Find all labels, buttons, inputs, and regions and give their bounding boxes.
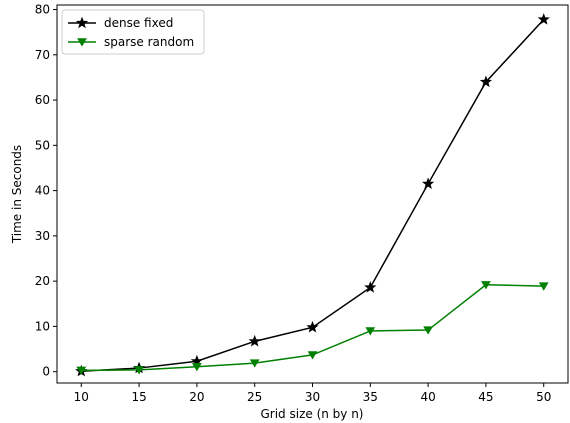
plot-background	[57, 5, 568, 383]
y-tick-label: 20	[35, 274, 50, 288]
data-point-dense-fixed	[537, 13, 550, 25]
data-point-sparse-random	[365, 327, 376, 336]
data-point-sparse-random	[134, 366, 144, 375]
y-tick-label: 0	[42, 365, 50, 379]
legend-marker-dense-fixed	[75, 16, 89, 29]
x-tick-label: 10	[74, 390, 89, 404]
data-point-dense-fixed	[364, 281, 377, 293]
x-tick-label: 50	[536, 390, 551, 404]
x-tick-label: 30	[305, 390, 320, 404]
y-axis: 0 10 20 30 40 50 60 70 80	[35, 3, 57, 379]
data-point-dense-fixed	[248, 334, 261, 347]
data-point-sparse-random	[192, 363, 202, 372]
x-tick-label: 25	[247, 390, 262, 404]
x-axis-label: Grid size (n by n)	[260, 407, 363, 421]
series-layer	[75, 13, 550, 377]
y-tick-label: 10	[35, 319, 50, 333]
x-tick-label: 15	[131, 390, 146, 404]
data-point-dense-fixed	[306, 320, 319, 333]
y-tick-label: 80	[35, 3, 50, 17]
y-tick-label: 60	[35, 93, 50, 107]
data-point-sparse-random	[481, 281, 491, 290]
y-axis-label: Time in Seconds	[10, 145, 24, 244]
data-point-sparse-random	[307, 351, 318, 360]
y-tick-label: 30	[35, 229, 50, 243]
legend-label-dense-fixed: dense fixed	[104, 16, 173, 30]
data-point-dense-fixed	[422, 177, 435, 190]
legend: dense fixed sparse random	[61, 9, 205, 55]
y-tick-label: 70	[35, 48, 50, 62]
x-tick-label: 40	[420, 390, 435, 404]
x-tick-label: 35	[363, 390, 378, 404]
y-tick-label: 40	[35, 184, 50, 198]
legend-marker-sparse-random	[77, 38, 87, 47]
legend-label-sparse-random: sparse random	[104, 35, 194, 49]
x-axis: 10 15 20 25 30 35 40 45 50	[74, 383, 551, 404]
x-tick-label: 20	[189, 390, 204, 404]
legend-box	[61, 9, 205, 55]
data-point-sparse-random	[423, 326, 433, 335]
y-tick-label: 50	[35, 138, 50, 152]
data-point-sparse-random	[76, 366, 87, 375]
x-tick-label: 45	[478, 390, 493, 404]
data-point-sparse-random	[538, 282, 549, 291]
data-point-dense-fixed	[479, 75, 493, 88]
data-point-sparse-random	[249, 359, 260, 368]
